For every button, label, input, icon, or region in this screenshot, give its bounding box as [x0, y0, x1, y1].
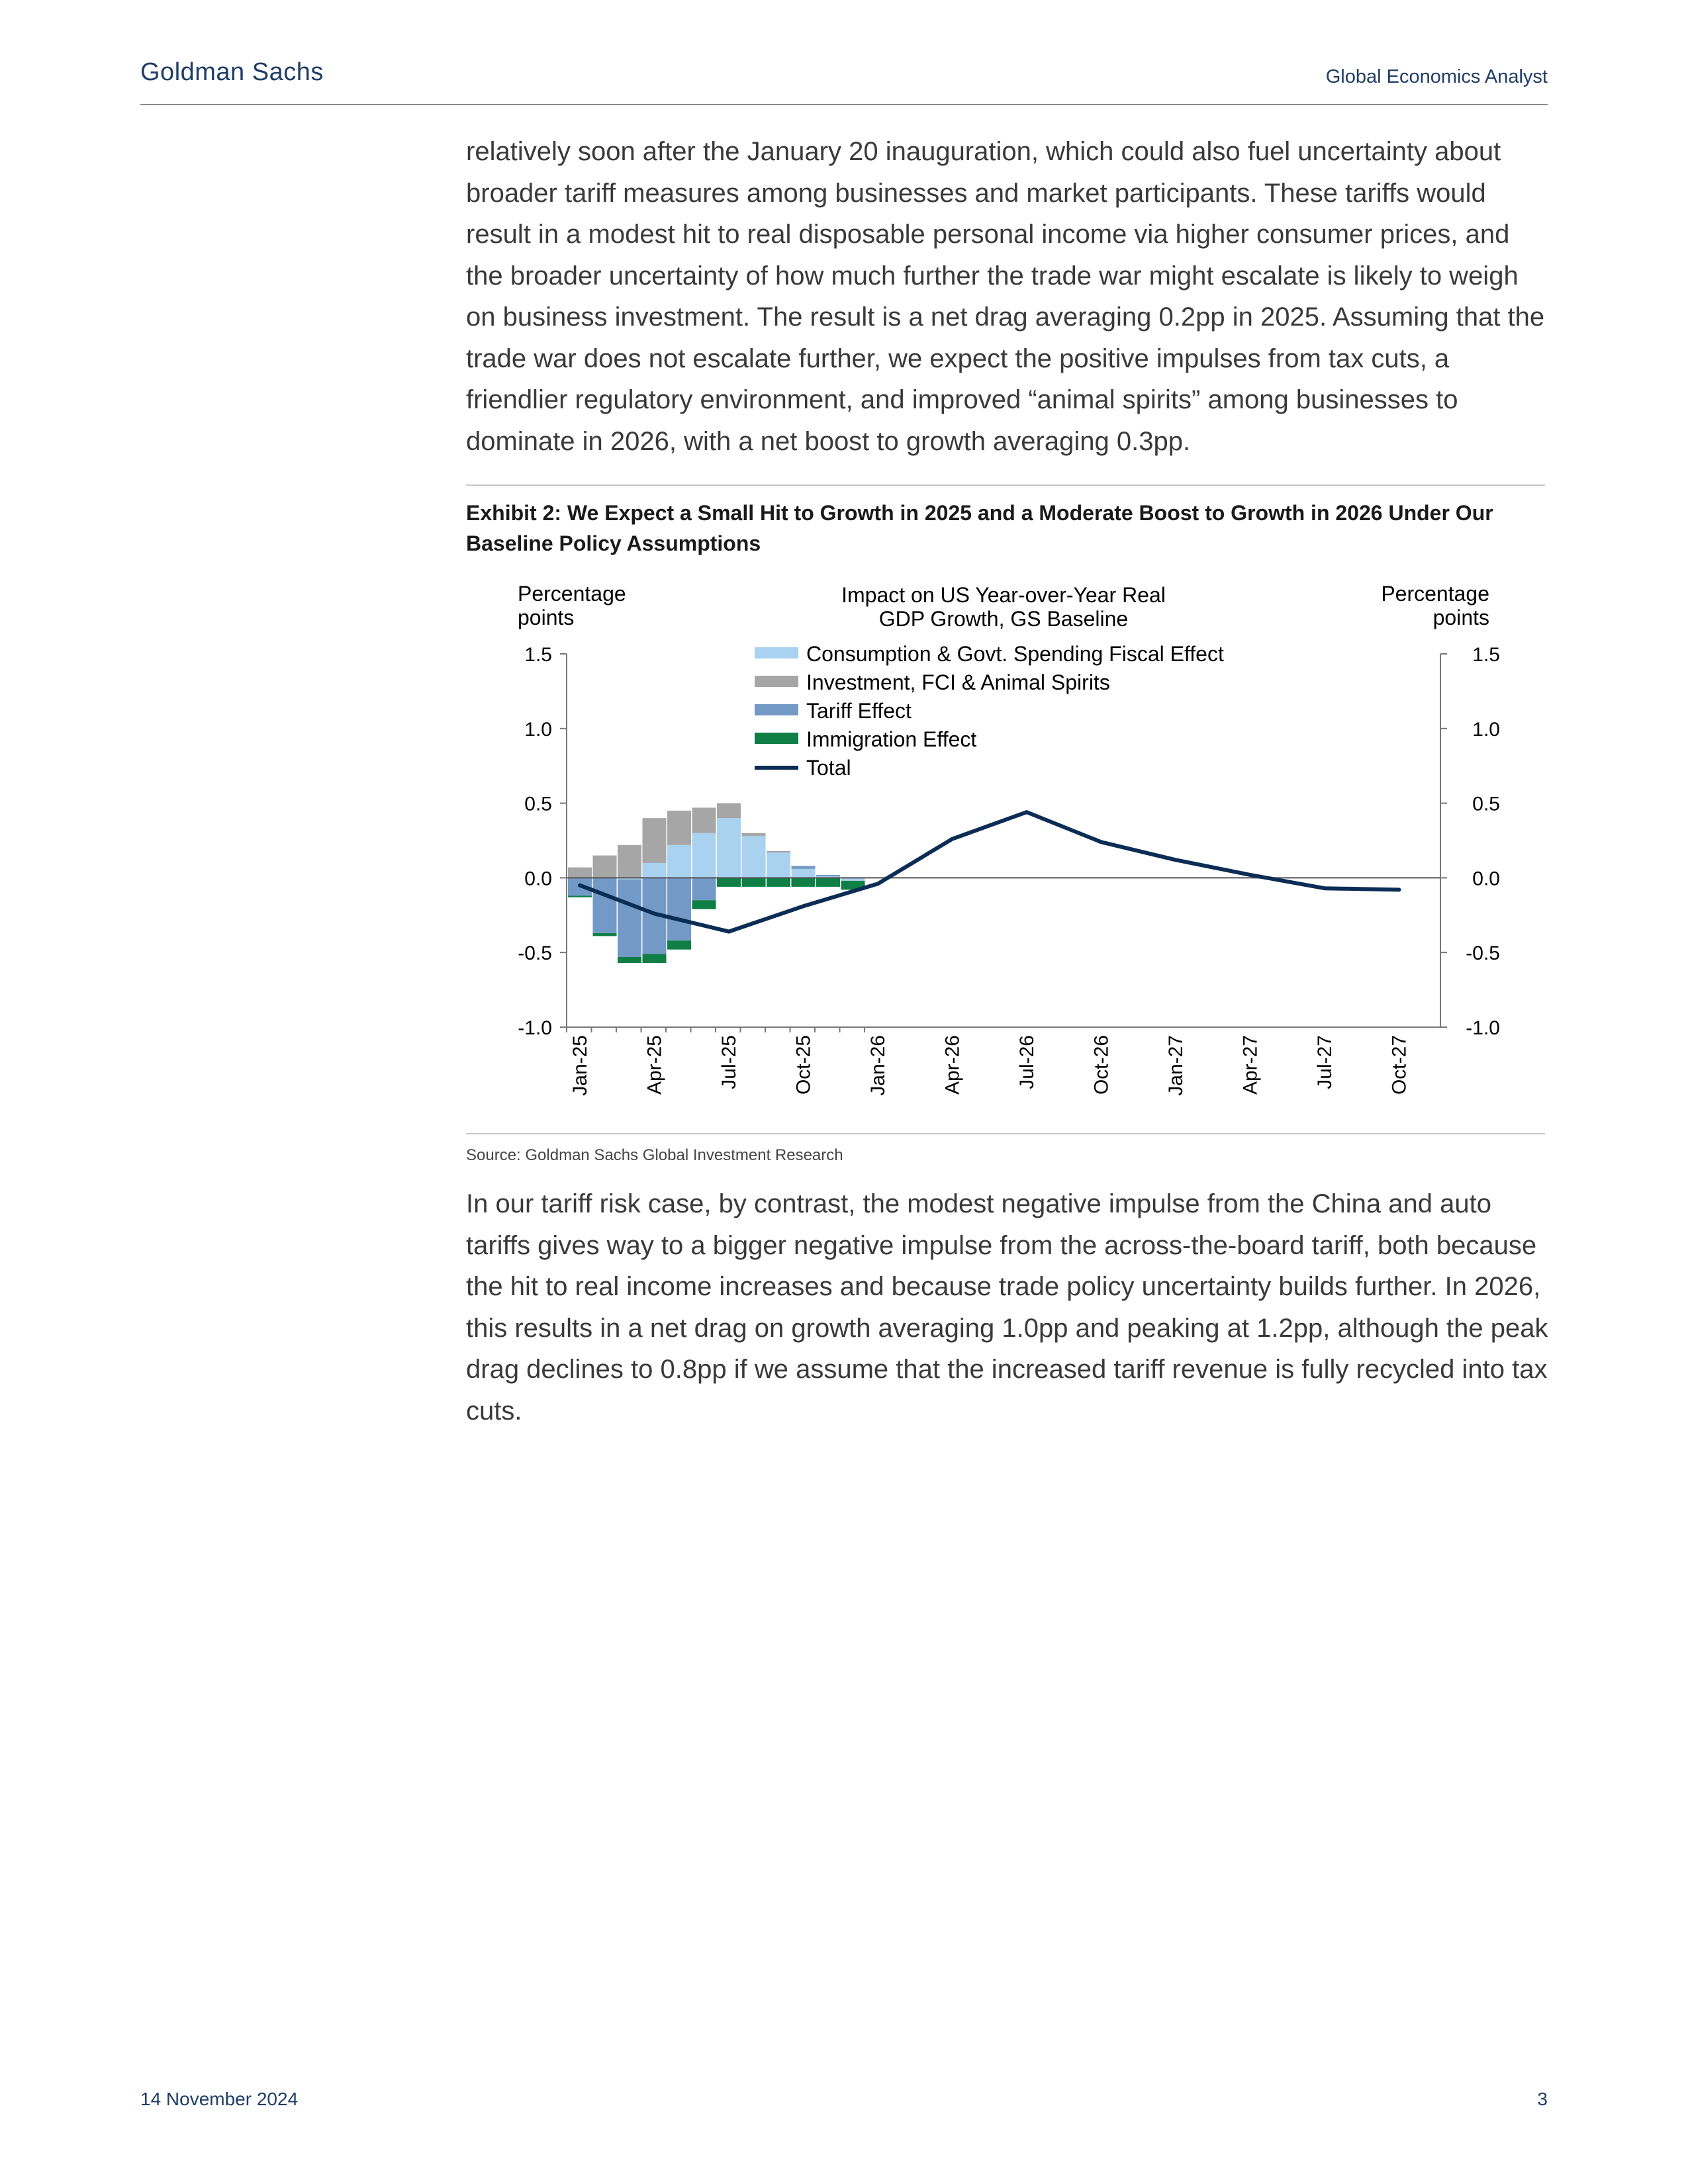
bar-consumption-govt-spending-fiscal-effect [717, 818, 741, 878]
publication-name: Global Economics Analyst [1325, 66, 1548, 87]
brand-logo: Goldman Sachs [140, 58, 324, 86]
y-tick-label-right: 1.5 [1472, 644, 1500, 666]
bar-investment-fci-animal-spirits [767, 850, 790, 853]
y-tick-label-right: -0.5 [1466, 942, 1500, 964]
bar-consumption-govt-spending-fiscal-effect [618, 878, 641, 880]
bar-immigration-effect [816, 878, 840, 887]
bar-investment-fci-animal-spirits [568, 867, 592, 878]
chart: Percentage points Percentage points Impa… [518, 582, 1500, 1096]
bar-investment-fci-animal-spirits [741, 833, 766, 837]
x-tick-label: Oct-25 [793, 1035, 815, 1095]
bar-tariff-effect [667, 878, 691, 941]
bar-immigration-effect [791, 878, 816, 887]
bar-investment-fci-animal-spirits [667, 810, 691, 845]
bar-immigration-effect [618, 957, 641, 963]
bar-tariff-effect [592, 878, 617, 933]
legend-swatch [755, 733, 798, 744]
bar-tariff-effect [692, 878, 716, 901]
x-tick-label: Jul-25 [718, 1035, 740, 1089]
page-number: 3 [1537, 2089, 1548, 2109]
right-axis-title-line1: Percentage [1381, 582, 1489, 606]
x-tick-label: Jan-26 [867, 1035, 889, 1096]
bar-immigration-effect [767, 878, 790, 887]
legend-label: Total [806, 756, 851, 780]
exhibit-bottom-divider [466, 1133, 1545, 1134]
bar-consumption-govt-spending-fiscal-effect [642, 862, 667, 878]
bar-immigration-effect [717, 878, 741, 887]
bar-investment-fci-animal-spirits [692, 807, 716, 833]
bar-immigration-effect [692, 900, 716, 909]
exhibit-top-divider [466, 484, 1545, 486]
bar-immigration-effect [592, 933, 617, 936]
bar-immigration-effect [667, 940, 691, 950]
bar-consumption-govt-spending-fiscal-effect [791, 868, 816, 878]
bar-consumption-govt-spending-fiscal-effect [767, 852, 790, 878]
y-tick-label-right: 1.0 [1472, 719, 1500, 741]
y-tick-label-left: 0.5 [524, 794, 552, 815]
exhibit-source: Source: Goldman Sachs Global Investment … [466, 1146, 843, 1164]
x-tick-label: Oct-26 [1091, 1035, 1113, 1095]
legend-label: Immigration Effect [806, 727, 976, 751]
header-divider [140, 104, 1548, 105]
legend-label: Consumption & Govt. Spending Fiscal Effe… [806, 642, 1224, 666]
bar-tariff-effect [816, 874, 840, 877]
legend-swatch [755, 704, 798, 715]
body-paragraph-2: In our tariff risk case, by contrast, th… [466, 1189, 1548, 1426]
chart-title-line1: Impact on US Year-over-Year Real [841, 583, 1166, 607]
x-tick-label: Jan-25 [569, 1035, 591, 1096]
bar-investment-fci-animal-spirits [642, 818, 667, 863]
bar-consumption-govt-spending-fiscal-effect [816, 876, 840, 878]
footer-date: 14 November 2024 [140, 2089, 299, 2109]
plot-area: 1.5 1.5 1.0 1.0 0.5 0.5 0.0 0.0 -0.5 -0.5 -1.0 -1.0… [518, 644, 1500, 1096]
x-tick-label: Apr-27 [1240, 1035, 1262, 1095]
bar-immigration-effect [568, 895, 592, 897]
total-line [578, 810, 1401, 934]
bar-tariff-effect [791, 866, 816, 869]
bar-consumption-govt-spending-fiscal-effect [841, 878, 865, 881]
y-tick-label-left: 0.0 [524, 868, 552, 889]
chart-legend: Consumption & Govt. Spending Fiscal Effe… [755, 642, 1224, 780]
x-tick-label: Oct-27 [1389, 1035, 1411, 1095]
left-axis-title-line1: Percentage [518, 582, 626, 606]
x-tick-label: Jan-27 [1165, 1035, 1187, 1096]
bar-immigration-effect [642, 954, 667, 963]
y-tick-label-right: 0.0 [1472, 868, 1500, 889]
legend-label: Tariff Effect [806, 699, 912, 723]
y-tick-label-right: -1.0 [1466, 1017, 1500, 1039]
x-tick-label: Jul-27 [1314, 1035, 1336, 1089]
legend-label: Investment, FCI & Animal Spirits [806, 670, 1110, 694]
left-axis-title-line2: points [518, 606, 574, 629]
bar-investment-fci-animal-spirits [618, 844, 641, 878]
x-tick-label: Apr-25 [644, 1035, 666, 1095]
bar-immigration-effect [741, 878, 766, 887]
bar-investment-fci-animal-spirits [592, 855, 617, 878]
x-tick-label: Apr-26 [942, 1035, 964, 1095]
y-tick-label-right: 0.5 [1472, 794, 1500, 815]
exhibit-title: Exhibit 2: We Expect a Small Hit to Grow… [466, 501, 1493, 555]
chart-title-line2: GDP Growth, GS Baseline [879, 607, 1128, 631]
y-tick-label-left: -1.0 [518, 1017, 552, 1039]
bar-investment-fci-animal-spirits [717, 803, 741, 819]
y-tick-label-left: -0.5 [518, 942, 552, 964]
body-paragraph-1: relatively soon after the January 20 ina… [466, 137, 1545, 456]
y-tick-label-left: 1.5 [524, 644, 552, 666]
bar-consumption-govt-spending-fiscal-effect [692, 833, 716, 878]
bar-consumption-govt-spending-fiscal-effect [741, 836, 766, 878]
y-tick-label-left: 1.0 [524, 719, 552, 741]
legend-swatch [755, 647, 798, 659]
right-axis-title-line2: points [1433, 606, 1489, 629]
x-tick-label: Jul-26 [1016, 1035, 1038, 1089]
bar-consumption-govt-spending-fiscal-effect [667, 844, 691, 878]
bar-tariff-effect [618, 879, 641, 957]
legend-swatch [755, 676, 798, 687]
